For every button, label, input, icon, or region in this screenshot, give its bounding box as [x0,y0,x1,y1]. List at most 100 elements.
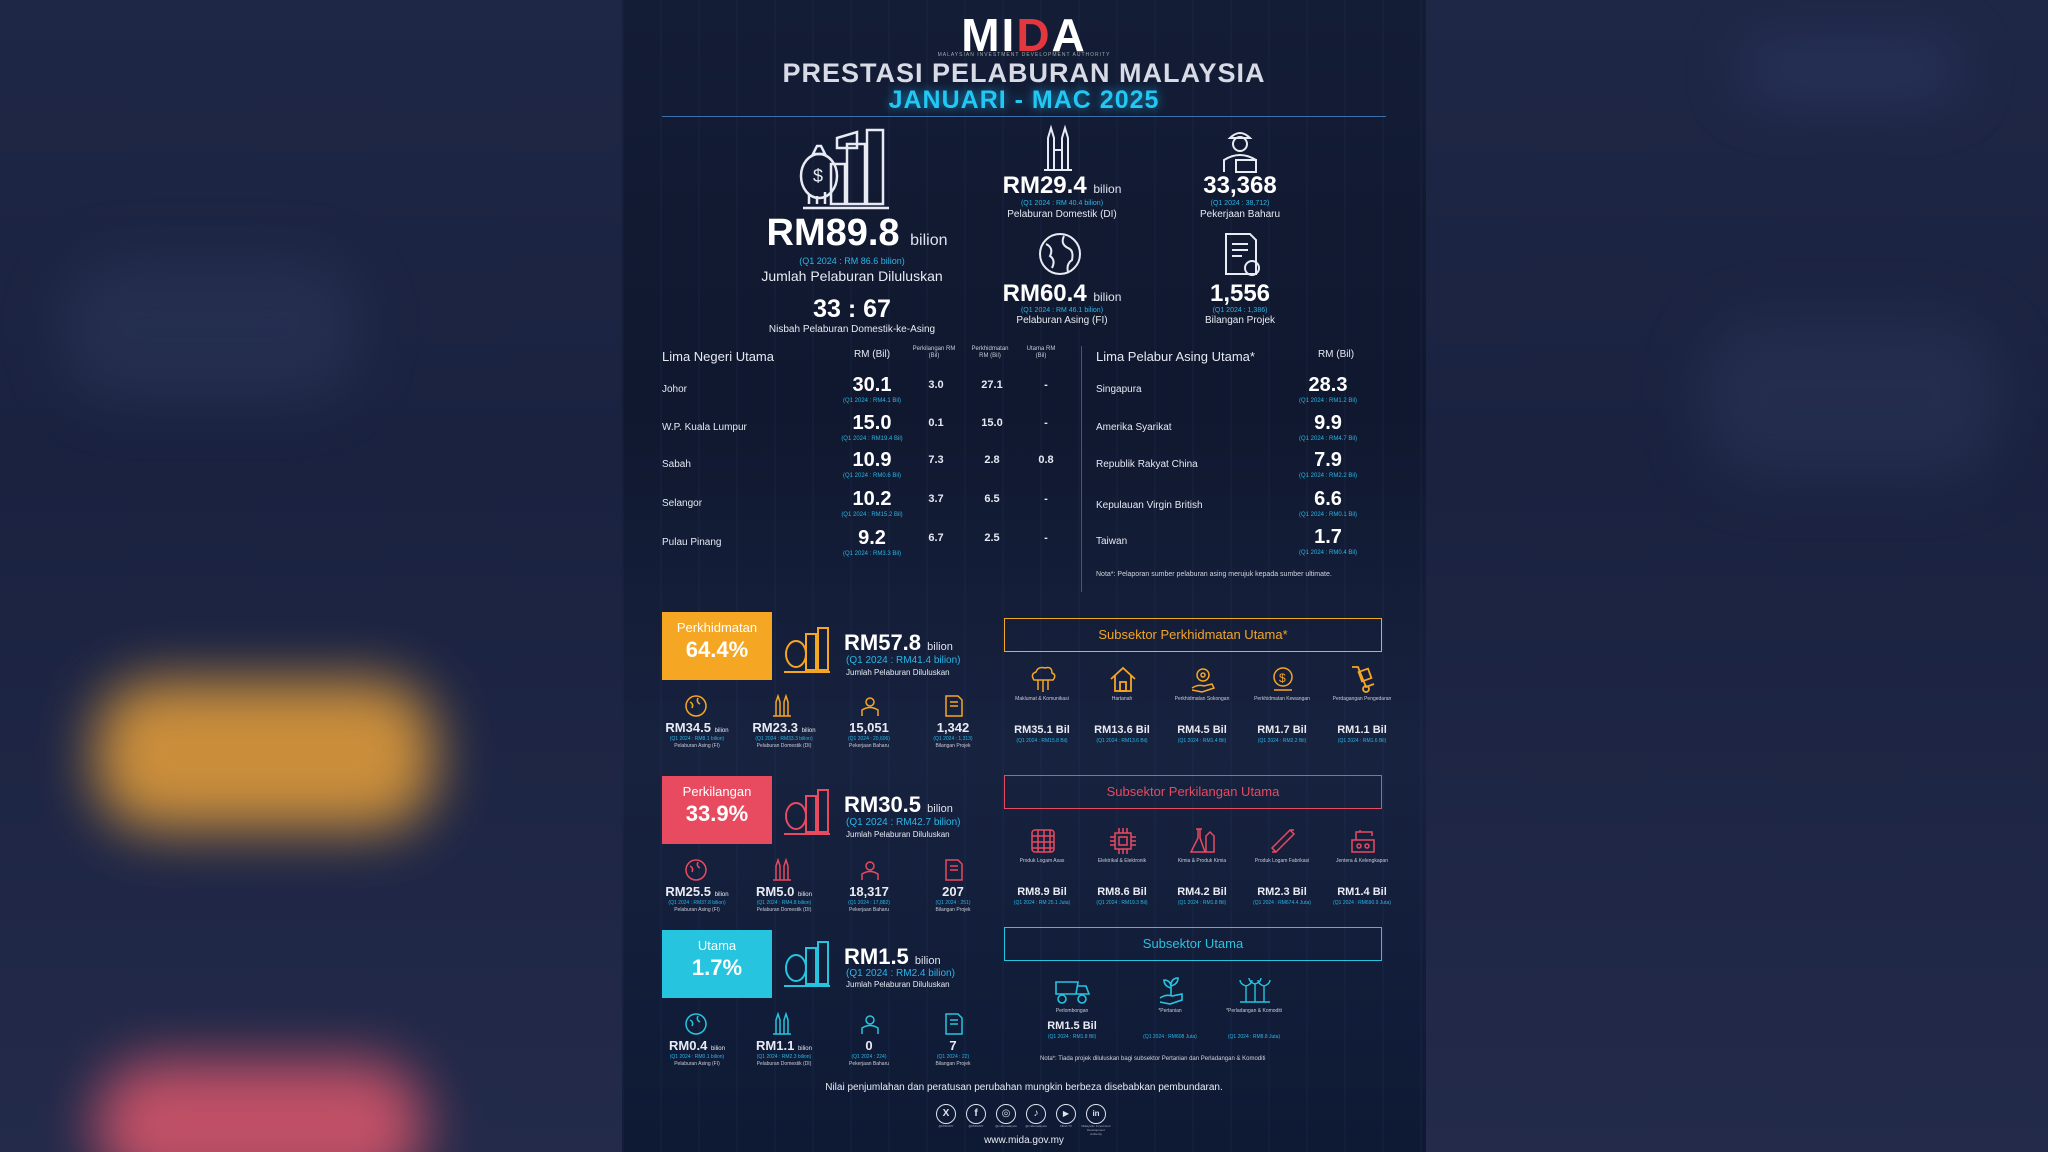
investor-comparison: (Q1 2024 : RM1.2 Bil) [1298,398,1358,404]
period-subtitle: JANUARI - MAC 2025 [888,86,1160,114]
services-label: Jumlah Pelaburan Diluluskan [846,668,950,677]
chemical-flask-icon [1188,826,1218,856]
twin-towers-icon [1040,124,1076,172]
social-link[interactable]: ♪ @midamalaysia [1021,1104,1051,1128]
jobs-label: Pekerjaan Baharu [1199,209,1281,220]
sector-share: 33.9% [685,801,749,826]
services-subsector-title: Subsektor Perkhidmatan Utama* [1004,618,1382,652]
ratio-label: Nisbah Pelaburan Domestik-ke-Asing [768,324,936,335]
youtube-icon[interactable]: ▶ [1056,1104,1076,1124]
social-link[interactable]: ▶ MIDA TV [1051,1104,1081,1128]
new-jobs-value: 33,368 [1203,172,1277,199]
state-value: 9.2 [858,527,886,549]
x-icon[interactable]: X [936,1104,956,1124]
primary-total-value: RM1.5 bilion [844,944,941,969]
total-label: Jumlah Pelaburan Diluluskan [761,268,943,284]
blurred-pink-box [95,1060,425,1152]
projects-document-icon [942,858,966,882]
sector-name: Utama [697,938,737,953]
state-comparison: (Q1 2024 : RM15.2 Bil) [841,512,903,518]
instagram-icon[interactable]: ◎ [996,1104,1016,1124]
services-share-box: Perkhidmatan 64.4% [662,612,772,680]
projects-comparison: (Q1 2024 : 251) [935,900,971,906]
linkedin-icon[interactable]: in [1086,1104,1106,1124]
subsector-value: RM13.6 Bil [1094,724,1150,736]
facebook-icon[interactable]: f [966,1104,986,1124]
investor-value: 9.9 [1314,412,1342,434]
state-svc: 6.5 [984,493,1000,505]
state-comparison: (Q1 2024 : RM3.3 Bil) [842,551,902,557]
cloud-network-icon [1028,664,1058,694]
state-pri: - [1044,417,1048,429]
fi-label: Pelaburan Asing (FI) [674,1061,720,1067]
primary-subsector-title: Subsektor Utama [1004,927,1382,961]
list-item: *Perladangan & Komoditi (Q1 2024 : RM8.8… [1214,976,1294,1048]
twin-towers-icon [770,1012,794,1036]
states-col-svc: Perkhidmatan RM (Bil) [971,346,1009,359]
investor-comparison: (Q1 2024 : RM2.2 Bil) [1298,473,1358,479]
state-name: W.P. Kuala Lumpur [662,422,747,433]
social-link[interactable]: f @MIDAMY [961,1104,991,1128]
state-svc: 15.0 [981,417,1003,429]
sector-share: 64.4% [685,637,749,662]
projects-document-icon [942,1012,966,1036]
blurred-background-left [0,0,622,1152]
table-row: Johor 30.1 (Q1 2024 : RM4.1 Bil) 3.0 27.… [662,372,1072,410]
social-handle: @midamalaysia [1025,1124,1047,1128]
svg-text:$: $ [1279,671,1286,685]
subsector-value: RM4.2 Bil [1177,886,1227,898]
website-url[interactable]: www.mida.gov.my [984,1135,1064,1146]
social-link[interactable]: in Malaysian Investment Development Auth… [1081,1104,1111,1136]
blurred-orange-box [95,680,435,830]
primary-projects-value: 7 [949,1038,957,1053]
jobs-label: Pekerjaan Baharu [848,743,890,749]
projects-label: Bilangan Projek [1204,315,1276,326]
metal-mesh-icon [1028,826,1058,856]
subsector-value: RM8.6 Bil [1097,886,1147,898]
services-comparison: (Q1 2024 : RM41.4 bilion) [846,655,961,666]
top-states-table: Johor 30.1 (Q1 2024 : RM4.1 Bil) 3.0 27.… [662,372,1072,562]
state-comparison: (Q1 2024 : RM0.6 Bil) [842,473,902,479]
social-handle: Malaysian Investment Development Authori… [1081,1124,1111,1136]
logo-subtitle: MALAYSIAN INVESTMENT DEVELOPMENT AUTHORI… [937,52,1111,58]
state-value: 15.0 [852,412,892,434]
subsector-value: RM4.5 Bil [1177,724,1227,736]
jobs-comparison: (Q1 2024 : 20,606) [848,736,890,742]
projects-label: Bilangan Projek [935,1061,971,1067]
manufacturing-share-box: Perkilangan 33.9% [662,776,772,844]
list-item: Perkhidmatan Sokongan RM4.5 Bil (Q1 2024… [1162,664,1242,750]
list-item: Elektrikal & Elektronik RM8.6 Bil (Q1 20… [1082,826,1162,912]
top-investors-table: Singapura 28.3 (Q1 2024 : RM1.2 Bil) Ame… [1096,372,1396,562]
metal-beam-icon [1268,826,1298,856]
subsector-comparison: (Q1 2024 : RM1.6 Bil) [1337,738,1387,744]
table-row: Singapura 28.3 (Q1 2024 : RM1.2 Bil) [1096,372,1396,410]
projects-comparison: (Q1 2024 : 1,313) [933,736,973,742]
tiktok-icon[interactable]: ♪ [1026,1104,1046,1124]
social-handle: @MIDAMY [968,1124,984,1128]
subsector-label: Produk Logam Asas [1019,858,1065,864]
finance-gear-icon: $ [1268,664,1298,694]
state-comparison: (Q1 2024 : RM4.1 Bil) [842,398,902,404]
manufacturing-total-value: RM30.5 bilion [844,792,953,817]
social-link[interactable]: ◎ @midamalaysia [991,1104,1021,1128]
subsector-comparison: (Q1 2024 : RM1.4 Bil) [1177,738,1227,744]
money-buildings-icon [782,624,832,676]
list-item: Perdagangan Pengedaran RM1.1 Bil (Q1 202… [1322,664,1402,750]
header-divider [662,116,1386,117]
list-item: Perlombongan RM1.5 Bil (Q1 2024 : RM1.8 … [1032,976,1112,1048]
fi-comparison: (Q1 2024 : RM8.1 bilion) [669,736,725,742]
social-link[interactable]: X @MIDAMY [931,1104,961,1128]
subsector-label: Perkhidmatan Sokongan [1174,696,1230,702]
subsector-comparison: (Q1 2024 : RM608 Juta) [1143,1034,1197,1040]
projects-comparison: (Q1 2024 : 22) [936,1054,970,1060]
state-value: 10.9 [852,449,892,471]
table-row: Amerika Syarikat 9.9 (Q1 2024 : RM4.7 Bi… [1096,410,1396,448]
manufacturing-breakdown: RM25.5 bilion (Q1 2024 : RM37.8 bilion) … [662,858,1002,918]
worker-icon [858,858,882,882]
state-name: Sabah [662,459,691,470]
services-total-value: RM57.8 bilion [844,630,953,655]
subsector-comparison: (Q1 2024 : RM690.9 Juta) [1333,900,1391,906]
worker-icon [858,694,882,718]
subsector-label: Perdagangan Pengedaran [1332,696,1392,702]
infographic-poster: MIDA MALAYSIAN INVESTMENT DEVELOPMENT AU… [622,0,1426,1152]
